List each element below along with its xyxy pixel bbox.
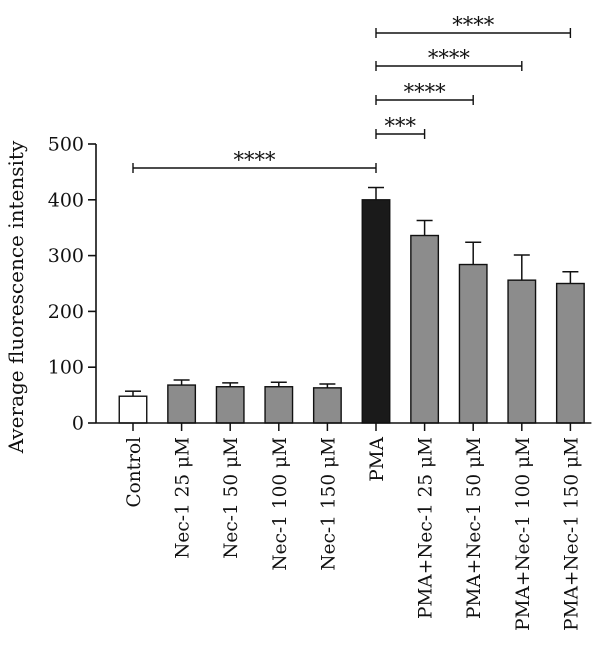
significance-label: **** bbox=[452, 13, 495, 37]
x-tick-label: PMA+Nec-1 150 μM bbox=[561, 437, 582, 631]
x-tick-label: Nec-1 50 μM bbox=[221, 437, 242, 559]
x-tick-label: PMA bbox=[367, 436, 388, 481]
significance-brackets: ******************* bbox=[132, 13, 572, 173]
x-tick-label: PMA+Nec-1 25 μM bbox=[416, 437, 437, 619]
significance-label: **** bbox=[234, 148, 277, 172]
y-tick-label: 400 bbox=[48, 189, 84, 211]
bar bbox=[167, 384, 197, 424]
bar bbox=[458, 263, 488, 424]
significance-label: **** bbox=[428, 46, 471, 70]
bar bbox=[361, 199, 391, 424]
x-tick-label: Nec-1 150 μM bbox=[318, 437, 339, 571]
error-bars bbox=[125, 186, 579, 397]
bar bbox=[410, 234, 440, 424]
x-tick-label: PMA+Nec-1 100 μM bbox=[513, 437, 534, 631]
bar bbox=[312, 387, 342, 424]
x-tick-label: PMA+Nec-1 50 μM bbox=[464, 437, 485, 619]
significance-label: **** bbox=[404, 80, 447, 104]
y-tick-label: 200 bbox=[48, 301, 84, 323]
x-axis: Control Nec-1 25 μM Nec-1 50 μM Nec-1 100 μ… bbox=[96, 422, 592, 631]
y-axis-label: Average fluorescence intensity bbox=[4, 140, 28, 454]
y-tick-label: 100 bbox=[48, 357, 84, 379]
x-tick-label: Nec-1 25 μM bbox=[173, 437, 194, 559]
bar bbox=[215, 386, 245, 424]
y-tick-label: 0 bbox=[72, 413, 84, 435]
x-tick-label: Control bbox=[124, 437, 145, 508]
bar bbox=[507, 279, 537, 424]
bar bbox=[118, 395, 148, 424]
x-tick-label: Nec-1 100 μM bbox=[270, 437, 291, 571]
bars bbox=[118, 199, 585, 424]
bar bbox=[264, 386, 294, 424]
y-axis: 0 100 200 300 400 500 bbox=[48, 134, 97, 435]
significance-label: *** bbox=[385, 114, 417, 138]
y-tick-label: 300 bbox=[48, 245, 84, 267]
bar bbox=[555, 282, 585, 424]
y-tick-label: 500 bbox=[48, 134, 84, 156]
